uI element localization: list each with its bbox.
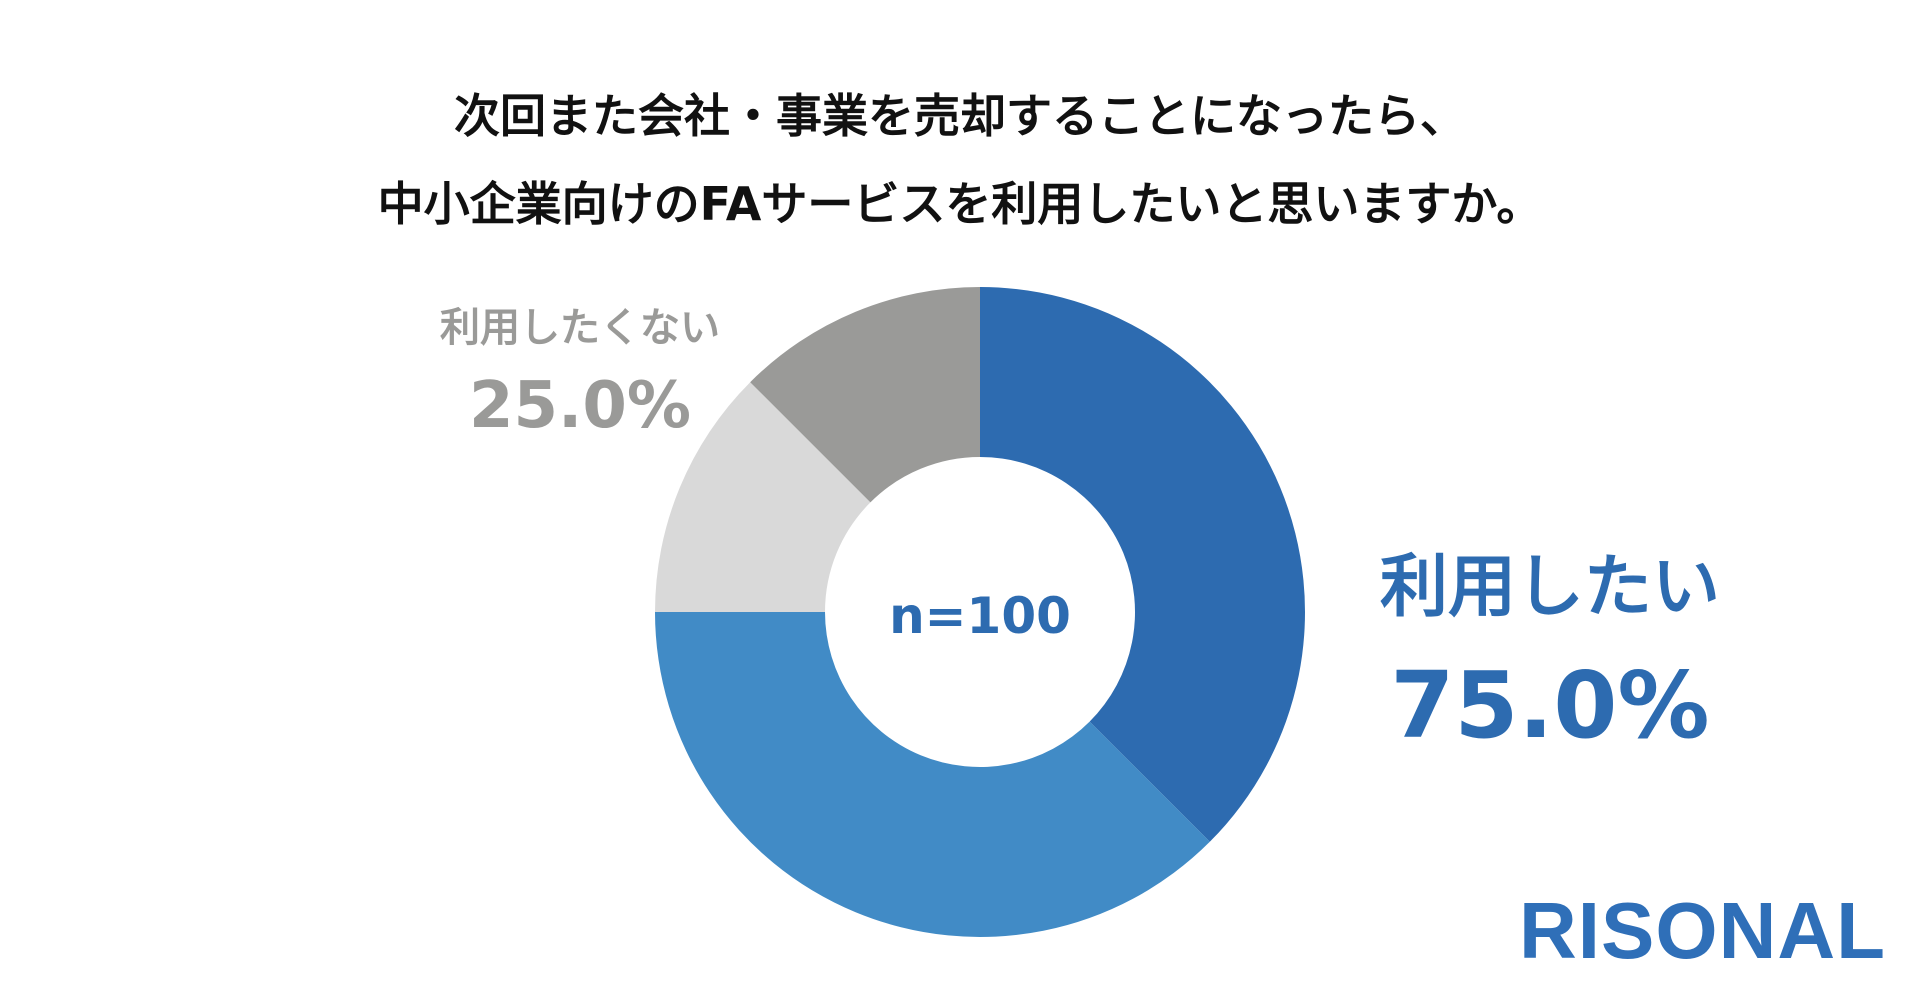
donut-segment-2: [655, 612, 1210, 937]
category-label-yes: 利用したい 75.0%: [1320, 540, 1780, 776]
donut-segment-3: [655, 382, 871, 612]
category-label-no-text: 利用したくない: [440, 305, 720, 351]
category-label-no-value: 25.0%: [468, 369, 692, 443]
brand-logo: RISONAL: [1519, 886, 1886, 975]
donut-segment-1: [980, 287, 1305, 842]
chart-title-line-1: 次回また会社・事業を売却することになったら、: [454, 89, 1466, 143]
category-label-no: 利用したくない 25.0%: [400, 300, 760, 456]
chart-title-line-2: 中小企業向けのFAサービスを利用したいと思いますか。: [377, 177, 1543, 231]
donut-segment-4: [750, 287, 980, 503]
chart-title: 次回また会社・事業を売却することになったら、 中小企業向けのFAサービスを利用し…: [0, 72, 1920, 248]
category-label-yes-text: 利用したい: [1379, 548, 1720, 627]
sample-size-label: n=100: [889, 587, 1071, 645]
category-label-yes-value: 75.0%: [1390, 652, 1710, 759]
